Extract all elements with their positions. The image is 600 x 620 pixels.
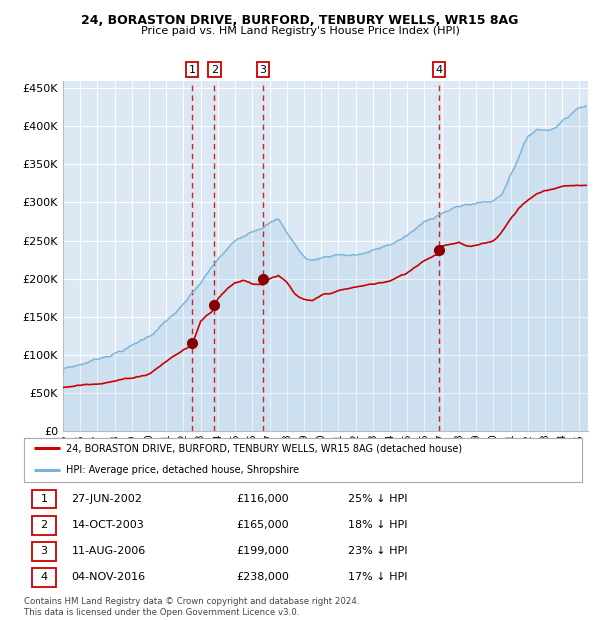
- FancyBboxPatch shape: [32, 542, 56, 560]
- Text: 17% ↓ HPI: 17% ↓ HPI: [347, 572, 407, 582]
- Text: 3: 3: [41, 546, 47, 556]
- Text: £199,000: £199,000: [236, 546, 289, 556]
- Text: 4: 4: [41, 572, 47, 582]
- Text: 24, BORASTON DRIVE, BURFORD, TENBURY WELLS, WR15 8AG: 24, BORASTON DRIVE, BURFORD, TENBURY WEL…: [82, 14, 518, 27]
- Text: £238,000: £238,000: [236, 572, 289, 582]
- Text: 23% ↓ HPI: 23% ↓ HPI: [347, 546, 407, 556]
- Text: 18% ↓ HPI: 18% ↓ HPI: [347, 520, 407, 530]
- Text: 14-OCT-2003: 14-OCT-2003: [71, 520, 144, 530]
- Text: 1: 1: [188, 64, 196, 74]
- Text: HPI: Average price, detached house, Shropshire: HPI: Average price, detached house, Shro…: [66, 465, 299, 475]
- Text: Price paid vs. HM Land Registry's House Price Index (HPI): Price paid vs. HM Land Registry's House …: [140, 26, 460, 36]
- Text: £116,000: £116,000: [236, 494, 289, 504]
- Text: 25% ↓ HPI: 25% ↓ HPI: [347, 494, 407, 504]
- Text: 11-AUG-2006: 11-AUG-2006: [71, 546, 146, 556]
- Text: 4: 4: [436, 64, 442, 74]
- FancyBboxPatch shape: [32, 516, 56, 534]
- Text: 3: 3: [260, 64, 266, 74]
- Text: 24, BORASTON DRIVE, BURFORD, TENBURY WELLS, WR15 8AG (detached house): 24, BORASTON DRIVE, BURFORD, TENBURY WEL…: [66, 443, 462, 453]
- Text: 2: 2: [211, 64, 218, 74]
- Text: £165,000: £165,000: [236, 520, 289, 530]
- Text: 2: 2: [41, 520, 47, 530]
- Text: 04-NOV-2016: 04-NOV-2016: [71, 572, 146, 582]
- FancyBboxPatch shape: [32, 490, 56, 508]
- Text: 27-JUN-2002: 27-JUN-2002: [71, 494, 142, 504]
- FancyBboxPatch shape: [32, 568, 56, 587]
- Text: 1: 1: [41, 494, 47, 504]
- Text: Contains HM Land Registry data © Crown copyright and database right 2024.
This d: Contains HM Land Registry data © Crown c…: [24, 598, 359, 617]
